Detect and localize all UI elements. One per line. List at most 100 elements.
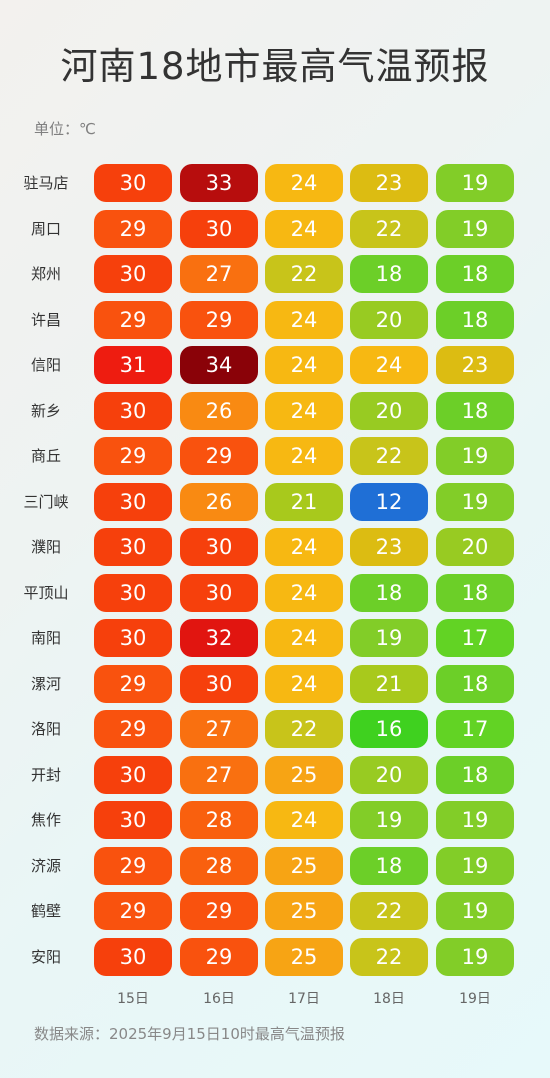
temperature-cell: 29	[94, 301, 172, 339]
temperature-cell: 30	[94, 756, 172, 794]
temperature-cell: 22	[265, 255, 343, 293]
temperature-cell: 19	[436, 847, 514, 885]
temperature-cell: 16	[350, 710, 428, 748]
temperature-cell: 29	[94, 892, 172, 930]
city-label: 洛阳	[30, 720, 61, 738]
temperature-cell: 18	[350, 255, 428, 293]
city-label: 平顶山	[23, 584, 69, 602]
city-label: 驻马店	[23, 174, 69, 192]
temperature-cell: 28	[180, 847, 258, 885]
temperature-cell: 30	[94, 938, 172, 976]
temperature-cell: 29	[94, 847, 172, 885]
temperature-cell: 30	[94, 619, 172, 657]
temperature-cell: 22	[350, 938, 428, 976]
temperature-cell: 30	[94, 801, 172, 839]
temperature-cell: 30	[180, 665, 258, 703]
temperature-cell: 23	[350, 164, 428, 202]
temperature-cell: 30	[180, 528, 258, 566]
temperature-cell: 24	[265, 301, 343, 339]
temperature-cell: 29	[180, 301, 258, 339]
temperature-cell: 24	[265, 528, 343, 566]
data-source: 数据来源：2025年9月15日10时最高气温预报	[34, 1025, 345, 1043]
city-label: 郑州	[30, 265, 61, 283]
city-label: 许昌	[30, 311, 61, 329]
date-label: 18日	[373, 991, 405, 1007]
temperature-cell: 30	[94, 483, 172, 521]
temperature-cell: 29	[180, 437, 258, 475]
temperature-cell: 22	[350, 210, 428, 248]
city-label: 濮阳	[30, 538, 61, 556]
city-label: 周口	[30, 220, 61, 238]
temperature-cell: 24	[265, 437, 343, 475]
temperature-cell: 18	[350, 847, 428, 885]
temperature-cell: 12	[350, 483, 428, 521]
temperature-cell: 19	[436, 164, 514, 202]
temperature-cell: 18	[436, 574, 514, 612]
temperature-cell: 19	[436, 210, 514, 248]
temperature-cell: 26	[180, 483, 258, 521]
temperature-cell: 30	[180, 210, 258, 248]
temperature-cell: 23	[350, 528, 428, 566]
temperature-cell: 18	[436, 301, 514, 339]
temperature-cell: 25	[265, 892, 343, 930]
temperature-cell: 24	[265, 210, 343, 248]
page-title: 河南18地市最高气温预报	[60, 45, 490, 88]
temperature-cell: 18	[436, 665, 514, 703]
temperature-cell: 25	[265, 756, 343, 794]
temperature-cell: 30	[180, 574, 258, 612]
temperature-cell: 19	[436, 938, 514, 976]
temperature-cell: 30	[94, 528, 172, 566]
unit-label: 单位：℃	[34, 120, 96, 138]
temperature-cell: 21	[265, 483, 343, 521]
city-label: 开封	[30, 766, 61, 784]
temperature-cell: 27	[180, 756, 258, 794]
temperature-cell: 23	[436, 346, 514, 384]
temperature-cell: 28	[180, 801, 258, 839]
city-label: 信阳	[30, 356, 61, 374]
temperature-cell: 24	[265, 619, 343, 657]
temperature-cell: 34	[180, 346, 258, 384]
temperature-cell: 27	[180, 255, 258, 293]
temperature-cell: 19	[436, 801, 514, 839]
city-label: 商丘	[30, 447, 61, 465]
temperature-cell: 27	[180, 710, 258, 748]
date-label: 17日	[288, 991, 320, 1007]
city-label: 鹤壁	[30, 902, 61, 920]
temperature-cell: 31	[94, 346, 172, 384]
temperature-cell: 17	[436, 710, 514, 748]
temperature-cell: 33	[180, 164, 258, 202]
temperature-cell: 30	[94, 255, 172, 293]
temperature-cell: 24	[265, 801, 343, 839]
temperature-cell: 19	[436, 892, 514, 930]
temperature-cell: 22	[350, 437, 428, 475]
temperature-cell: 29	[94, 210, 172, 248]
temperature-cell: 25	[265, 847, 343, 885]
date-label: 19日	[459, 991, 491, 1007]
temperature-cell: 30	[94, 392, 172, 430]
date-label: 15日	[117, 991, 149, 1007]
temperature-cell: 24	[265, 665, 343, 703]
temperature-cell: 19	[436, 437, 514, 475]
city-label: 安阳	[30, 948, 61, 966]
temperature-cell: 20	[350, 392, 428, 430]
temperature-cell: 25	[265, 938, 343, 976]
city-label: 漯河	[30, 675, 61, 693]
temperature-cell: 29	[180, 892, 258, 930]
temperature-cell: 20	[350, 301, 428, 339]
temperature-cell: 24	[265, 574, 343, 612]
temperature-cell: 29	[94, 710, 172, 748]
city-label: 焦作	[30, 811, 61, 829]
temperature-cell: 18	[350, 574, 428, 612]
temperature-cell: 19	[436, 483, 514, 521]
temperature-cell: 19	[350, 619, 428, 657]
temperature-cell: 20	[350, 756, 428, 794]
temperature-cell: 29	[94, 437, 172, 475]
temperature-cell: 30	[94, 574, 172, 612]
temperature-cell: 21	[350, 665, 428, 703]
city-label: 南阳	[30, 629, 61, 647]
temperature-cell: 18	[436, 756, 514, 794]
temperature-cell: 26	[180, 392, 258, 430]
temperature-cell: 18	[436, 255, 514, 293]
temperature-cell: 19	[350, 801, 428, 839]
